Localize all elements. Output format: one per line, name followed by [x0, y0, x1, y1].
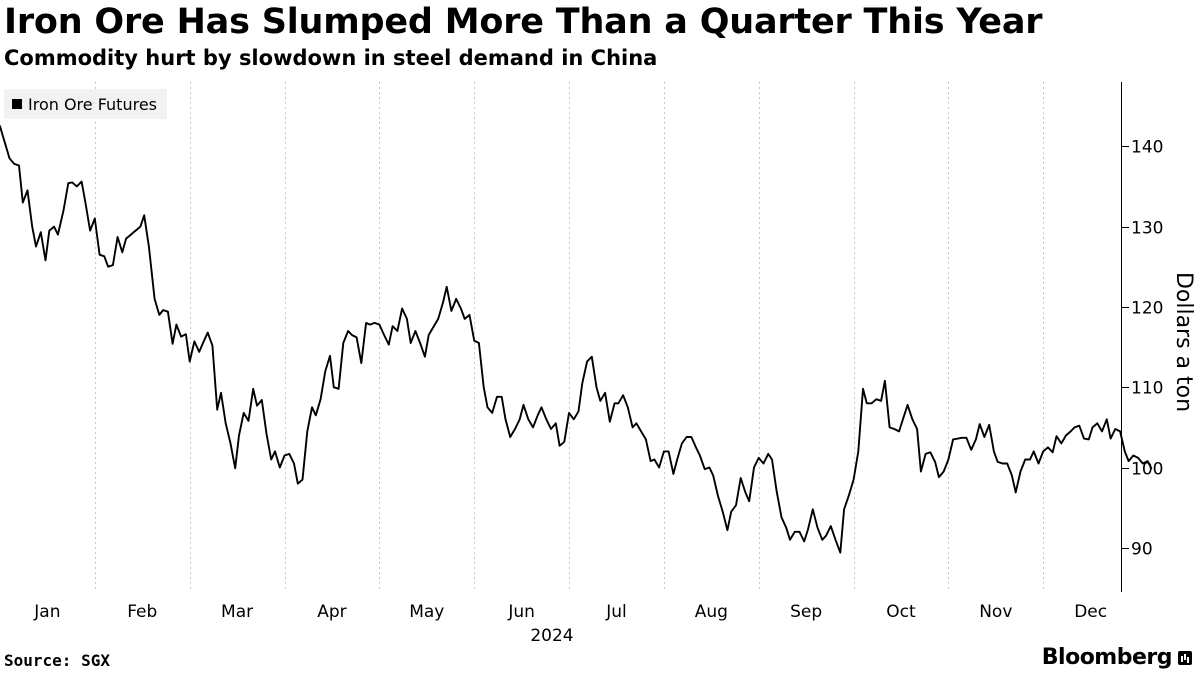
x-tick-label-oct: Oct [886, 602, 916, 622]
legend-swatch [12, 99, 22, 109]
x-axis-year-label: 2024 [530, 626, 573, 646]
chart-title: Iron Ore Has Slumped More Than a Quarter… [4, 2, 1043, 42]
x-tick-label-mar: Mar [221, 602, 253, 622]
y-tick-label-110: 110 [1131, 379, 1163, 399]
x-tick-label-nov: Nov [979, 602, 1012, 622]
y-tick-label-90: 90 [1131, 540, 1153, 560]
y-tick-label-140: 140 [1131, 138, 1163, 158]
x-tick-label-aug: Aug [695, 602, 728, 622]
x-tick-label-dec: Dec [1074, 602, 1107, 622]
brand-logo: Bloomberg [1042, 645, 1192, 670]
x-tick-label-feb: Feb [127, 602, 157, 622]
y-tick-label-100: 100 [1131, 460, 1163, 480]
x-tick-label-jun: Jun [507, 602, 535, 622]
series-line-iron-ore-futures [0, 125, 1153, 554]
x-tick-label-may: May [409, 602, 444, 622]
legend-label: Iron Ore Futures [28, 94, 157, 114]
gridlines [95, 82, 1044, 592]
y-axis-title: Dollars a ton [1171, 272, 1196, 412]
x-tick-label-apr: Apr [317, 602, 346, 622]
series-layer [0, 125, 1153, 554]
x-axis: Jan Feb Mar Apr May Jun Jul Aug Sep Oct Nov Dec [33, 602, 1107, 622]
y-tick-label-130: 130 [1131, 219, 1163, 239]
brand-name: Bloomberg [1041, 645, 1173, 670]
chart-subtitle: Commodity hurt by slowdown in steel dema… [4, 46, 658, 70]
bloomberg-chart-icon [1178, 650, 1192, 665]
source-note: Source: SGX [4, 651, 110, 670]
y-tick-label-120: 120 [1131, 299, 1163, 319]
x-tick-label-sep: Sep [790, 602, 822, 622]
x-tick-label-jan: Jan [33, 602, 60, 622]
x-tick-label-jul: Jul [605, 602, 627, 622]
legend: Iron Ore Futures [4, 89, 167, 119]
y-axis: 90 100 110 120 130 140 [1121, 82, 1163, 592]
